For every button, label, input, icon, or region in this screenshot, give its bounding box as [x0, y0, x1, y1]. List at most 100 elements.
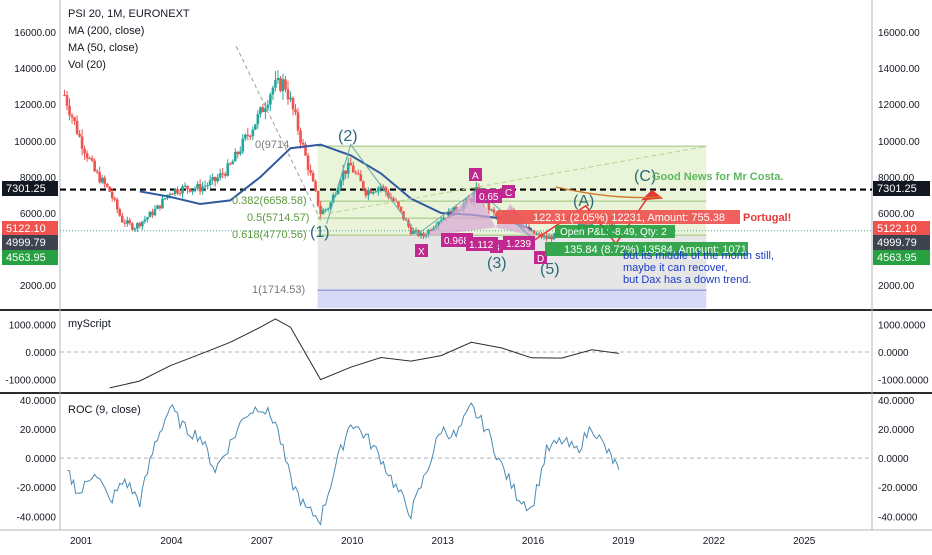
candle-down	[78, 133, 81, 137]
ratio-0968-label: 0.968	[444, 236, 469, 247]
candle-up	[530, 230, 533, 232]
roc-tick-right: 20.0000	[878, 425, 915, 436]
candle-down	[349, 162, 353, 166]
candle-up	[547, 236, 551, 239]
candle-down	[128, 220, 132, 224]
candle-down	[108, 186, 112, 192]
pattern-a-badge	[469, 168, 482, 181]
roc-pane-label[interactable]: ROC (9, close)	[68, 404, 141, 416]
candle-down	[75, 120, 79, 134]
y-tick-right: 10000.00	[878, 137, 920, 148]
candle-down	[131, 223, 134, 230]
ma200-legend[interactable]: MA (200, close)	[68, 25, 145, 37]
y-tick-right: 12000.00	[878, 100, 920, 111]
candle-up	[231, 161, 235, 165]
candle-up	[339, 180, 343, 188]
y-tick-left: 16000.00	[14, 28, 56, 39]
candle-down	[176, 189, 179, 194]
x-tick-label: 2010	[341, 536, 364, 547]
candle-down	[213, 177, 217, 182]
candle-down	[158, 205, 162, 209]
candle-down	[392, 198, 395, 202]
candle-up	[156, 205, 159, 210]
pattern-x-badge	[415, 244, 428, 257]
candle-down	[422, 233, 425, 237]
candle-down	[399, 206, 403, 212]
candle-down	[178, 193, 182, 195]
candle-up	[259, 107, 262, 115]
candle-up	[264, 108, 267, 113]
roc-tick-left: 0.0000	[25, 454, 56, 465]
candle-up	[238, 151, 242, 155]
pattern-d-badge	[534, 251, 547, 264]
pattern-a-label: A	[472, 171, 479, 182]
ratio-1112-label: 1.112	[469, 240, 494, 251]
short-trade-box[interactable]	[497, 210, 740, 224]
candle-up	[412, 230, 415, 235]
candle-up	[374, 191, 378, 193]
candle-down	[65, 95, 69, 106]
price-badge-red	[873, 221, 930, 236]
candle-down	[304, 144, 307, 156]
candle-up	[321, 210, 325, 215]
candle-down	[123, 222, 127, 224]
candle-down	[70, 115, 74, 118]
long-trade-box[interactable]	[545, 242, 748, 256]
candle-down	[487, 200, 491, 211]
open-pl-box[interactable]	[555, 225, 675, 238]
note-line-3: but Dax has a down trend.	[623, 274, 751, 286]
candle-down	[314, 181, 317, 191]
candle-up	[269, 94, 272, 105]
candle-down	[171, 193, 174, 195]
symbol-title[interactable]: PSI 20, 1M, EURONEXT	[68, 8, 190, 20]
candle-up	[153, 209, 157, 216]
candle-up	[346, 162, 350, 174]
price-badge-gray-label: 4999.79	[877, 237, 917, 249]
roc-tick-right: 0.0000	[878, 454, 909, 465]
myscript-tick-left: 1000.0000	[9, 320, 57, 331]
pattern-c-label: C	[505, 188, 512, 199]
candle-up	[143, 219, 147, 222]
roc-line	[67, 402, 620, 526]
candle-up	[276, 77, 280, 81]
candle-up	[148, 211, 152, 218]
candle-up	[100, 177, 104, 183]
candle-down	[223, 173, 227, 176]
left-price-badge-dashed	[2, 181, 58, 196]
x-tick-label: 2001	[70, 536, 93, 547]
candle-up	[196, 184, 199, 189]
candle-up	[173, 189, 177, 195]
trend-line-rising	[320, 145, 707, 216]
candle-up	[542, 235, 546, 238]
myscript-tick-right: -1000.0000	[878, 376, 929, 387]
candle-down	[545, 235, 548, 239]
wave-label-5: (5)	[540, 261, 560, 278]
candle-up	[141, 221, 144, 227]
candle-up	[590, 222, 594, 227]
candle-up	[226, 163, 230, 176]
ma50-legend[interactable]: MA (50, close)	[68, 42, 139, 54]
pattern-c-badge	[502, 185, 515, 198]
candle-down	[369, 190, 373, 194]
candle-down	[120, 215, 124, 223]
vol-legend[interactable]: Vol (20)	[68, 59, 106, 71]
candle-up	[326, 208, 330, 210]
candle-up	[125, 220, 129, 224]
candle-down	[151, 211, 154, 216]
candle-down	[319, 205, 322, 215]
candle-up	[341, 170, 345, 181]
myscript-tick-right: 1000.0000	[878, 320, 926, 331]
candle-down	[316, 190, 320, 206]
candle-down	[309, 170, 312, 173]
fib-label-05: 0.5(5714.57)	[247, 212, 309, 224]
myscript-pane-label[interactable]: myScript	[68, 318, 111, 330]
candle-up	[181, 186, 184, 194]
candle-down	[382, 186, 385, 188]
myscript-tick-left: -1000.0000	[5, 376, 56, 387]
note-line-2: maybe it can recover,	[623, 262, 728, 274]
y-tick-left: 10000.00	[14, 137, 56, 148]
orange-curve	[555, 186, 662, 199]
candle-down	[103, 177, 106, 184]
candle-down	[364, 189, 368, 196]
candle-down	[63, 95, 66, 96]
